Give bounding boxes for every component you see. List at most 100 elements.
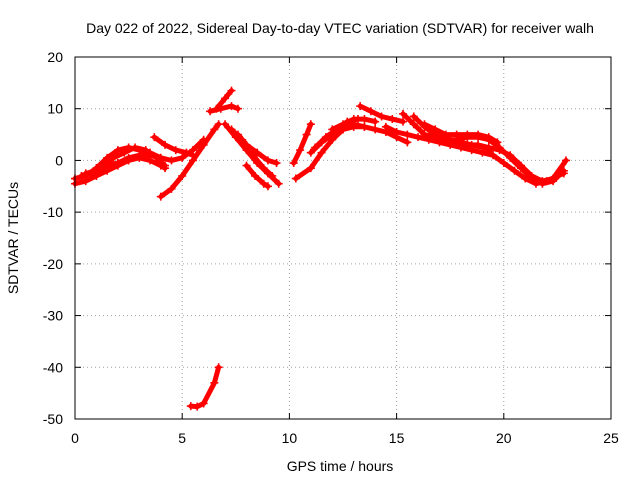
- data-point: [141, 146, 150, 155]
- data-point: [499, 159, 508, 168]
- data-point: [131, 143, 140, 152]
- data-point: [360, 122, 369, 131]
- data-point: [489, 151, 498, 160]
- data-point: [156, 153, 165, 162]
- data-point: [381, 122, 390, 131]
- data-point: [538, 177, 547, 186]
- data-point: [206, 107, 215, 116]
- data-point: [506, 151, 515, 160]
- data-point: [289, 159, 298, 168]
- data-point: [516, 161, 525, 170]
- data-point: [161, 140, 170, 149]
- data-point: [227, 86, 236, 95]
- data-point: [81, 177, 90, 186]
- data-point: [296, 146, 305, 155]
- data-point: [233, 130, 242, 139]
- series-arc-15: [289, 120, 315, 168]
- data-point: [403, 138, 412, 147]
- data-point: [435, 133, 444, 142]
- data-point: [484, 133, 493, 142]
- data-point: [92, 164, 101, 173]
- data-point: [339, 120, 347, 129]
- data-point: [493, 138, 502, 147]
- data-point: [456, 138, 465, 147]
- data-point: [199, 399, 208, 408]
- data-point: [321, 133, 330, 142]
- data-point: [431, 125, 440, 134]
- series-trace: [291, 121, 314, 166]
- y-tick-label: -30: [43, 308, 63, 324]
- x-tick-label: 10: [282, 430, 298, 446]
- data-point: [349, 122, 358, 131]
- data-point: [188, 156, 197, 165]
- x-tick-label: 15: [389, 430, 405, 446]
- chart-title: Day 022 of 2022, Sidereal Day-to-day VTE…: [86, 20, 594, 36]
- y-tick-label: -40: [43, 359, 63, 375]
- plot-area-frame: [74, 56, 612, 420]
- data-point: [178, 171, 187, 180]
- data-point: [113, 159, 122, 168]
- data-point: [146, 156, 155, 165]
- data-point: [272, 159, 281, 168]
- data-point: [360, 115, 369, 124]
- data-point: [377, 112, 386, 121]
- y-axis-label: SDTVAR / TECUs: [5, 182, 21, 294]
- data-point: [216, 104, 225, 113]
- data-point: [81, 169, 90, 178]
- series-arc-7: [156, 120, 223, 201]
- data-point: [182, 148, 191, 157]
- data-point: [263, 182, 272, 191]
- data-point: [214, 363, 223, 372]
- data-point: [452, 130, 461, 139]
- series-arc-24: [420, 120, 502, 147]
- x-axis-label: GPS time / hours: [287, 458, 394, 474]
- series-arc-9: [206, 102, 242, 116]
- data-point: [135, 153, 144, 162]
- data-point: [199, 140, 208, 149]
- data-point: [317, 148, 326, 157]
- series-arc-25: [435, 133, 495, 155]
- data-point: [392, 127, 401, 136]
- data-point: [291, 174, 300, 183]
- data-point: [463, 130, 472, 139]
- data-point: [486, 146, 495, 155]
- data-point: [210, 125, 219, 134]
- data-point: [403, 130, 412, 139]
- y-tick-label: 0: [55, 152, 63, 168]
- data-point: [474, 130, 483, 139]
- data-point: [409, 112, 418, 121]
- data-point: [156, 161, 165, 170]
- data-point: [371, 117, 380, 126]
- data-point: [527, 171, 536, 180]
- data-point: [371, 125, 380, 134]
- data-point: [193, 402, 202, 411]
- data-point: [124, 156, 133, 165]
- data-point: [302, 130, 311, 139]
- data-point: [156, 192, 165, 201]
- data-point: [306, 148, 315, 157]
- x-tick-label: 20: [496, 430, 512, 446]
- data-point: [233, 104, 242, 113]
- y-tick-label: -10: [43, 204, 63, 220]
- data-point: [221, 94, 230, 103]
- data-point: [306, 164, 315, 173]
- data-point: [167, 184, 176, 193]
- data-point: [328, 125, 337, 134]
- data-point: [150, 133, 159, 142]
- data-point: [259, 164, 268, 173]
- data-point: [388, 115, 397, 124]
- data-point: [467, 140, 476, 149]
- series-arc-19: [328, 115, 380, 134]
- data-point: [446, 135, 455, 144]
- series-arc-20: [356, 102, 408, 126]
- data-point: [349, 115, 358, 124]
- data-point: [221, 120, 230, 129]
- data-point: [263, 156, 272, 165]
- data-point: [109, 153, 118, 162]
- data-point: [253, 148, 262, 157]
- series-trace: [244, 163, 271, 189]
- data-point: [167, 156, 176, 165]
- data-point: [478, 143, 487, 152]
